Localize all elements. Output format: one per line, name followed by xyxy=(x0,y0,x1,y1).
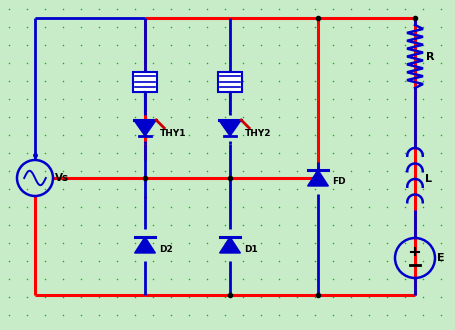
Text: Vs: Vs xyxy=(55,173,69,183)
Text: D2: D2 xyxy=(159,245,172,253)
Bar xyxy=(133,72,157,92)
Polygon shape xyxy=(134,237,155,253)
Text: THY2: THY2 xyxy=(244,129,271,139)
Text: L: L xyxy=(424,174,431,184)
Polygon shape xyxy=(219,237,240,253)
Text: R: R xyxy=(425,51,434,61)
Text: D1: D1 xyxy=(243,245,257,253)
Text: E: E xyxy=(436,253,444,263)
Text: THY1: THY1 xyxy=(159,129,186,139)
Polygon shape xyxy=(307,170,328,186)
Polygon shape xyxy=(133,120,156,136)
Text: FD: FD xyxy=(331,178,345,186)
Polygon shape xyxy=(218,120,241,136)
Bar xyxy=(217,72,242,92)
